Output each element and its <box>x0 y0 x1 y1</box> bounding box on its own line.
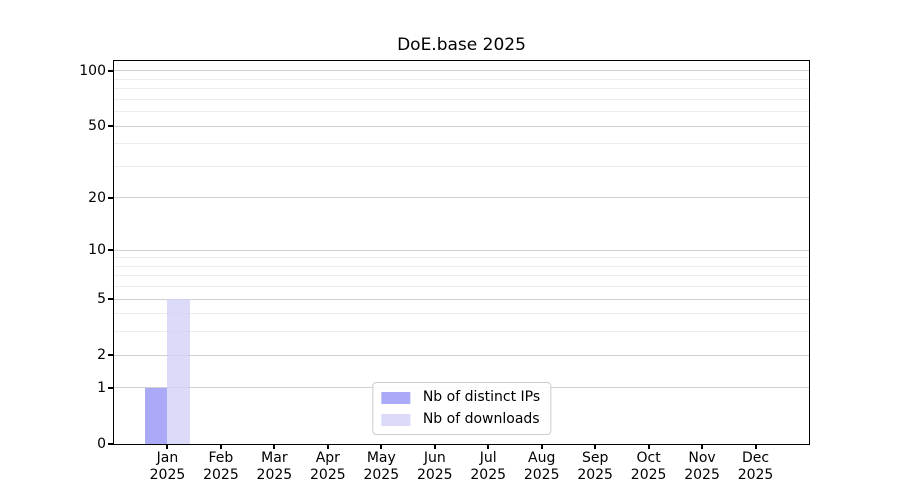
x-tick-label: Aug 2025 <box>510 450 574 484</box>
legend-item: Nb of distinct IPs <box>380 389 541 406</box>
x-tick-year: 2025 <box>523 467 560 483</box>
gridline-minor <box>114 286 809 288</box>
gridline-minor <box>114 265 809 267</box>
gridline-major <box>114 354 809 356</box>
y-tick <box>108 125 113 128</box>
gridline-major <box>114 125 809 127</box>
legend-swatch <box>380 391 410 404</box>
x-tick-year: 2025 <box>363 467 400 483</box>
gridline-major <box>114 298 809 300</box>
x-tick-month: Dec <box>741 450 770 466</box>
y-tick-label: 0 <box>97 436 106 452</box>
y-tick-label: 20 <box>88 189 106 206</box>
bar-distinct-ips <box>145 387 168 444</box>
x-tick-month: Nov <box>688 450 716 466</box>
chart-title: DoE.base 2025 <box>397 35 526 55</box>
legend-item: Nb of downloads <box>380 411 540 428</box>
bar-downloads <box>167 299 190 444</box>
x-tick <box>487 445 490 449</box>
x-tick-label: Nov 2025 <box>670 450 734 484</box>
x-tick <box>540 445 543 449</box>
x-tick <box>647 445 650 449</box>
x-tick-month: Jul <box>479 450 497 466</box>
gridline-minor <box>114 88 809 90</box>
x-tick-label: Dec 2025 <box>724 450 788 484</box>
x-tick-year: 2025 <box>416 467 453 483</box>
gridline-major <box>114 249 809 251</box>
x-tick-month: Feb <box>208 450 234 466</box>
x-tick <box>273 445 276 449</box>
gridline-minor <box>114 331 809 333</box>
gridline-minor <box>114 313 809 315</box>
tick-mark-layer <box>108 61 809 449</box>
x-tick-label: Jun 2025 <box>403 450 467 484</box>
x-tick-label: Sep 2025 <box>563 450 627 484</box>
gridline-minor <box>114 275 809 277</box>
x-tick <box>754 445 757 449</box>
gridline-minor <box>114 257 809 259</box>
x-tick-label: Apr 2025 <box>296 450 360 484</box>
x-tick-month: Jun <box>423 450 446 466</box>
x-tick <box>701 445 704 449</box>
x-tick <box>219 445 222 449</box>
y-tick <box>108 249 113 252</box>
gridline-minor <box>114 98 809 100</box>
gridline-major <box>114 70 809 72</box>
gridline-minor <box>114 165 809 167</box>
x-tick-label: Mar 2025 <box>242 450 306 484</box>
x-tick <box>380 445 383 449</box>
plot-area: Nb of distinct IPs Nb of downloads <box>108 60 810 449</box>
legend-label: Nb of distinct IPs <box>422 389 541 405</box>
x-tick-label: Oct 2025 <box>617 450 681 484</box>
y-tick-label: 50 <box>88 118 106 135</box>
gridline-major <box>114 197 809 199</box>
y-tick-label: 100 <box>79 62 106 79</box>
x-tick <box>594 445 597 449</box>
x-tick-year: 2025 <box>737 467 774 483</box>
x-tick <box>433 445 436 449</box>
legend: Nb of distinct IPs Nb of downloads <box>371 382 552 435</box>
y-tick-label: 5 <box>97 291 106 308</box>
y-tick <box>108 354 113 357</box>
bar-layer <box>114 61 809 444</box>
gridline-minor <box>114 143 809 145</box>
x-tick <box>326 445 329 449</box>
x-tick-label: Jan 2025 <box>135 450 199 484</box>
x-tick-month: Oct <box>636 450 661 466</box>
y-tick <box>108 443 113 445</box>
x-tick-year: 2025 <box>256 467 293 483</box>
y-tick-label: 2 <box>97 347 106 364</box>
x-tick-year: 2025 <box>149 467 186 483</box>
x-tick-year: 2025 <box>577 467 613 483</box>
x-tick-month: Mar <box>261 450 288 466</box>
x-tick-month: May <box>366 450 396 466</box>
x-tick-year: 2025 <box>630 467 667 483</box>
y-tick <box>108 69 113 72</box>
x-tick-year: 2025 <box>310 467 346 483</box>
gridline-minor <box>114 78 809 80</box>
x-tick <box>166 445 169 449</box>
gridline-minor <box>114 111 809 113</box>
y-tick-label: 10 <box>88 242 106 259</box>
x-tick-month: Sep <box>581 450 609 466</box>
y-tick <box>108 298 113 301</box>
legend-label: Nb of downloads <box>422 411 540 427</box>
x-tick-label: May 2025 <box>349 450 413 484</box>
x-tick-month: Apr <box>315 450 340 466</box>
x-tick-label: Feb 2025 <box>189 450 253 484</box>
x-tick-label: Jul 2025 <box>456 450 520 484</box>
x-tick-month: Aug <box>528 450 556 466</box>
x-tick-year: 2025 <box>684 467 720 483</box>
x-tick-year: 2025 <box>203 467 239 483</box>
x-tick-month: Jan <box>156 450 179 466</box>
y-tick <box>108 196 113 199</box>
legend-swatch <box>380 413 410 426</box>
y-tick <box>108 386 113 389</box>
y-tick-label: 1 <box>97 379 106 396</box>
x-tick-year: 2025 <box>470 467 507 483</box>
